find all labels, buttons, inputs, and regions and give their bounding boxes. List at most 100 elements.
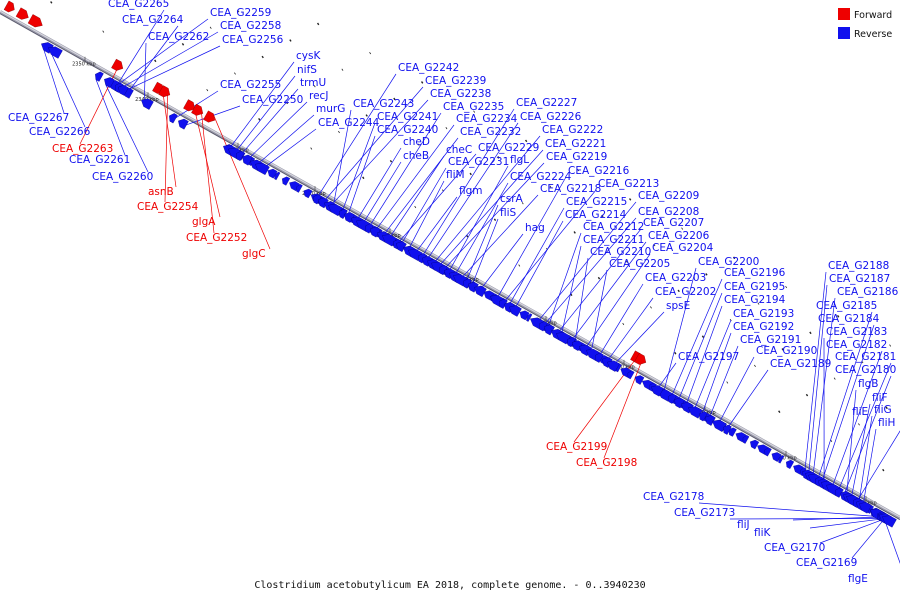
gene-label: flgm [459, 185, 483, 197]
gene-label: CEA_G2178 [643, 491, 704, 503]
label-connector [258, 128, 317, 172]
scale-mark [597, 276, 601, 280]
gene-label: CEA_G2196 [724, 267, 786, 279]
reverse-gene-feature [786, 459, 795, 470]
scale-mark [469, 172, 472, 176]
reverse-gene-feature [141, 98, 154, 110]
strand-legend: Forward Reverse [838, 8, 892, 40]
label-connectors [43, 9, 900, 564]
gene-label: fliE [852, 406, 868, 418]
gene-label: CEA_G2197 [678, 351, 739, 363]
scale-mark [206, 88, 209, 92]
gene-label: cheD [403, 136, 430, 148]
label-connector [691, 319, 732, 416]
scale-mark [701, 335, 705, 338]
label-connector [393, 153, 477, 248]
gene-label: CEA_G2215 [566, 196, 627, 208]
label-connector [811, 297, 836, 483]
reverse-gene-feature [509, 305, 522, 317]
reverse-gene-feature [439, 265, 448, 276]
reverse-gene-feature [674, 397, 685, 409]
label-connector [469, 218, 499, 291]
backbone-band [0, 10, 900, 520]
label-connector [365, 112, 442, 232]
gene-label: CEA_G2226 [520, 111, 582, 123]
label-connector [119, 45, 221, 94]
reverse-gene-feature [318, 197, 329, 209]
label-connector [845, 389, 857, 502]
label-connector [345, 135, 376, 221]
reverse-gene-feature [526, 313, 533, 322]
scale-mark [757, 302, 760, 305]
reverse-gene-feature [723, 424, 732, 435]
gene-label: spsE [666, 300, 690, 312]
scale-mark [577, 168, 580, 172]
label-connector [423, 122, 519, 265]
label-connector [236, 88, 299, 160]
reverse-gene-feature [365, 223, 374, 234]
label-connector [595, 283, 644, 362]
gene-label: fliM [446, 169, 465, 181]
forward-gene-feature [158, 85, 171, 98]
gene-label: CEA_G2198 [576, 457, 637, 469]
reverse-gene-feature [274, 171, 281, 181]
label-connector [792, 516, 875, 521]
gene-label: fliK [754, 527, 772, 539]
scale-mark [445, 127, 448, 130]
scale-mark [258, 118, 261, 121]
gene-label: CEA_G2184 [818, 313, 880, 325]
reverse-gene-feature [296, 184, 303, 193]
gene-label: CEA_G2199 [546, 441, 607, 453]
scale-mark [885, 406, 888, 410]
gene-label: CEA_G2227 [516, 97, 577, 109]
label-connector [819, 324, 875, 487]
gene-label: CEA_G2194 [724, 294, 786, 306]
scale-mark [417, 143, 420, 146]
reverse-gene-feature [572, 340, 583, 352]
scale-mark [473, 110, 476, 113]
reverse-gene-feature [627, 370, 635, 380]
label-connector [539, 217, 637, 330]
reverse-gene-feature [688, 406, 703, 419]
label-connector [567, 241, 647, 346]
label-connector [581, 253, 651, 354]
label-connector [212, 113, 271, 250]
gene-label: CEA_G2206 [648, 230, 710, 242]
reverse-gene-feature [607, 360, 620, 372]
gene-label: CEA_G2173 [674, 507, 735, 519]
gene-label: CEA_G2185 [816, 300, 877, 312]
label-connector [803, 271, 827, 478]
gene-label: fliS [500, 207, 517, 219]
label-connector [164, 87, 169, 203]
gene-label: CEA_G2190 [756, 345, 817, 357]
label-connector [829, 350, 883, 493]
gene-features [3, 0, 897, 528]
gene-label: CEA_G2262 [148, 31, 209, 43]
gene-label: CEA_G2231 [448, 156, 509, 168]
label-connector [511, 220, 564, 314]
reverse-gene-feature [382, 234, 397, 247]
label-connector [603, 297, 654, 366]
gene-label: CEA_G2240 [377, 124, 438, 136]
label-connector [95, 79, 126, 156]
label-connector [493, 176, 567, 304]
gene-label: CEA_G2188 [828, 260, 889, 272]
gene-label: CEA_G2182 [826, 339, 887, 351]
label-connector [723, 369, 769, 434]
scale-mark [625, 260, 628, 263]
scale-mark [130, 13, 132, 17]
scale-mark [653, 244, 656, 247]
scale-mark [414, 205, 417, 209]
scale-mark [650, 306, 652, 309]
label-connector [429, 135, 541, 268]
scale-mark [830, 439, 833, 443]
label-connector [835, 362, 892, 496]
reverse-gene-feature [499, 298, 508, 309]
gene-label: glgC [242, 248, 266, 260]
reverse-gene-feature [104, 77, 115, 88]
scale-mark [805, 393, 809, 397]
gene-label: CEA_G2218 [540, 183, 601, 195]
scale-mark [466, 234, 469, 238]
scale-mark [50, 1, 53, 4]
scale-mark [316, 22, 320, 26]
